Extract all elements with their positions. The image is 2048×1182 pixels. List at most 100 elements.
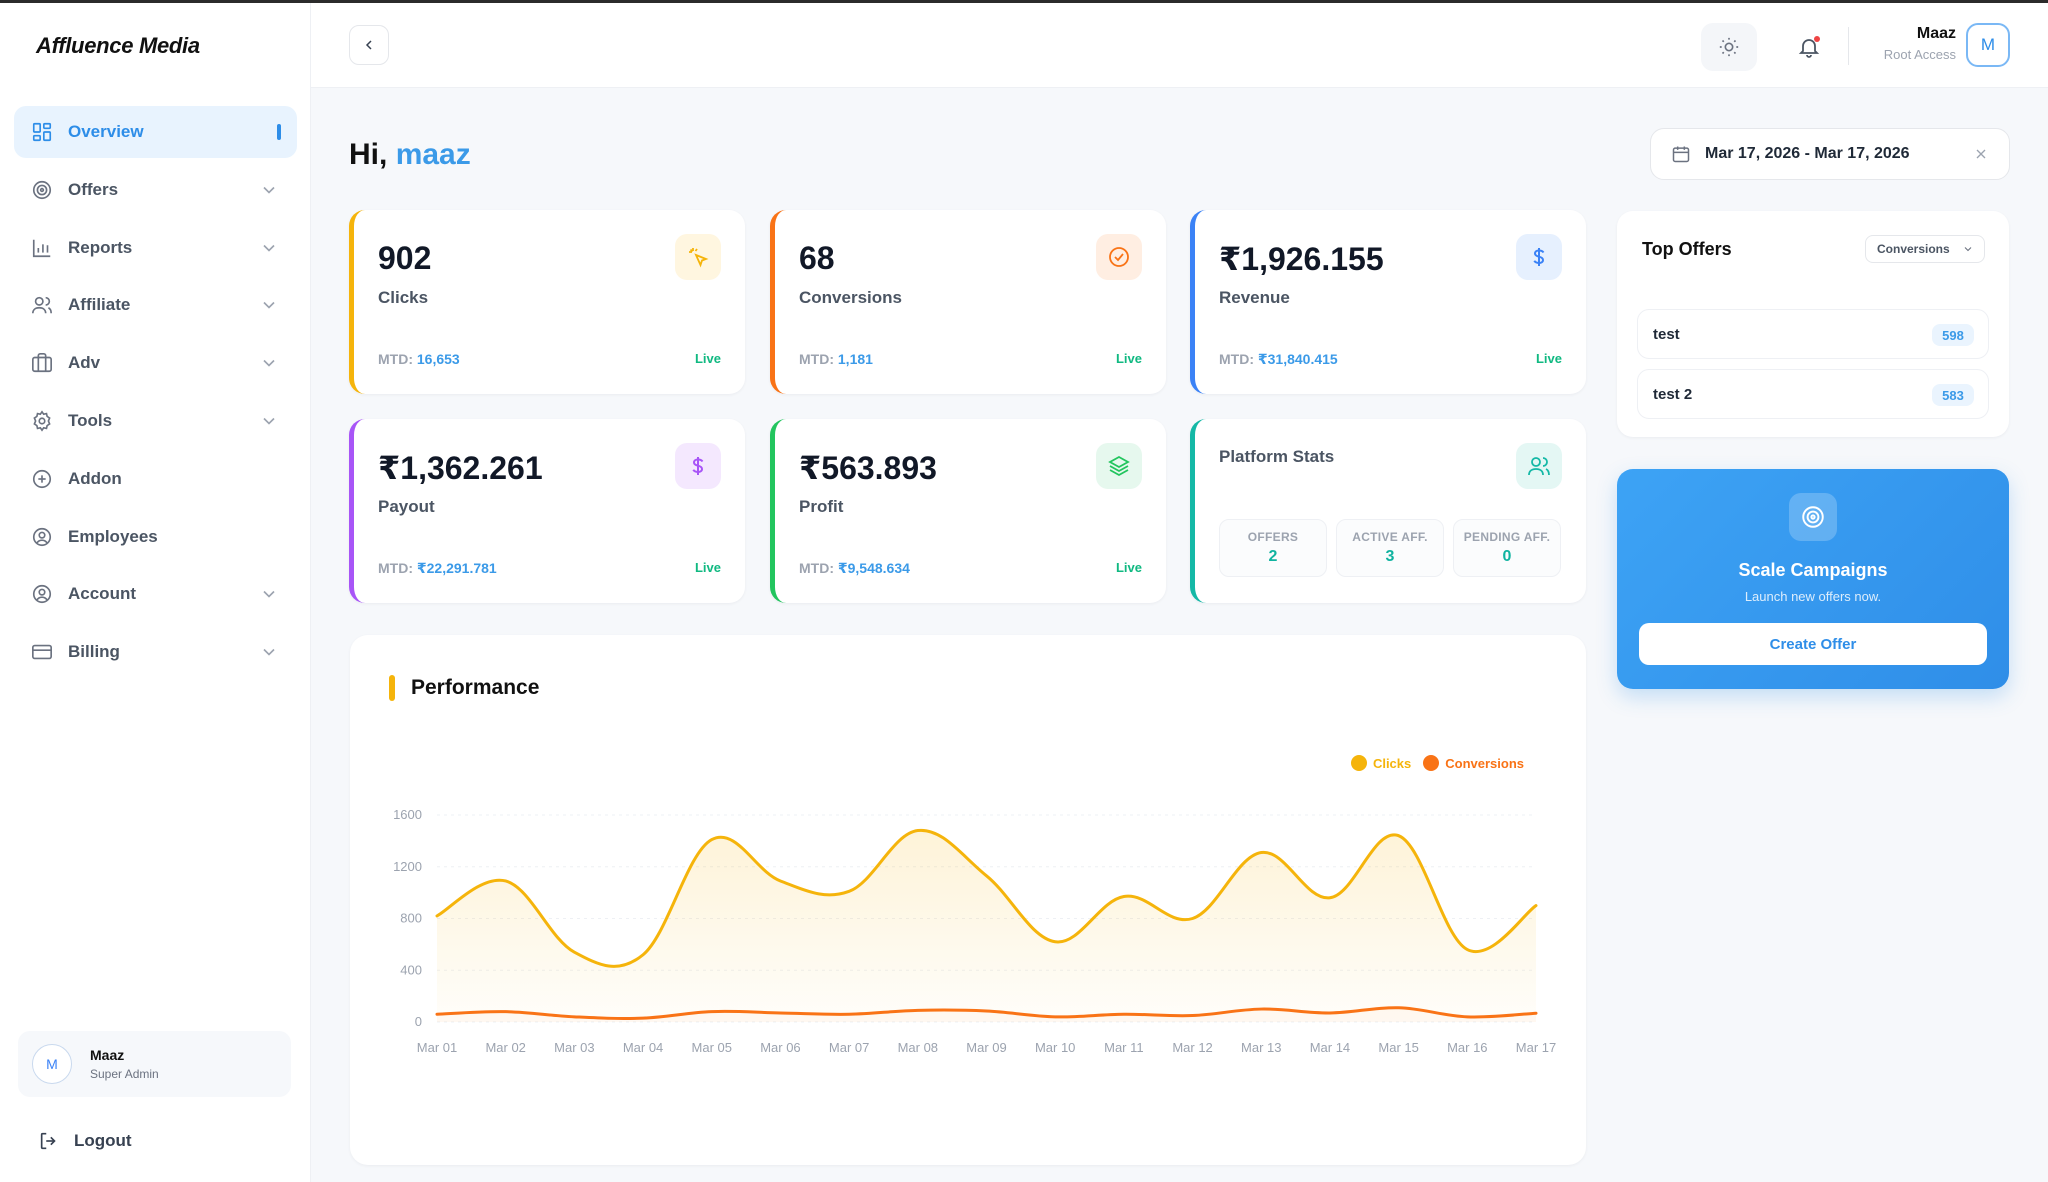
legend-clicks[interactable]: Clicks [1350, 755, 1411, 771]
offer-row[interactable]: test 2 583 [1637, 369, 1989, 419]
dollar-icon [1516, 234, 1562, 280]
stat-pending-affiliates: PENDING AFF. 0 [1453, 519, 1561, 577]
x-tick-label: Mar 14 [1310, 1040, 1350, 1055]
sidebar-nav: Overview Offers Reports Affiliate [14, 106, 297, 684]
chevron-down-icon [263, 417, 275, 425]
date-range-value: Mar 17, 2026 - Mar 17, 2026 [1705, 145, 1910, 162]
y-tick-label: 400 [400, 962, 422, 977]
chevron-down-icon [263, 360, 275, 367]
header-avatar[interactable]: M [1966, 23, 2010, 67]
payout-card[interactable]: ₹1,362.261 Payout MTD: ₹22,291.781 Live [349, 419, 745, 603]
header-user-info: Maaz Root Access [1884, 25, 1956, 62]
sidebar-item-overview[interactable]: Overview [14, 106, 297, 158]
clicks-series-line[interactable] [435, 829, 1538, 968]
payout-label: Payout [378, 497, 435, 516]
x-tick-label: Mar 09 [966, 1040, 1006, 1055]
conversions-label: Conversions [799, 288, 902, 307]
live-status: Live [694, 351, 721, 366]
offer-count-badge: 598 [1932, 324, 1974, 346]
sidebar-item-adv[interactable]: Adv [14, 337, 297, 389]
sidebar-item-label: Overview [68, 122, 144, 141]
sidebar-item-label: Addon [68, 468, 122, 488]
sidebar-item-tools[interactable]: Tools [14, 395, 297, 447]
sidebar-item-label: Offers [68, 179, 119, 199]
chevron-left-icon [365, 40, 372, 50]
header-user-name: Maaz [1916, 25, 1956, 42]
date-range-picker[interactable]: Mar 17, 2026 - Mar 17, 2026 [1650, 128, 2010, 180]
x-tick-label: Mar 15 [1378, 1040, 1418, 1055]
profit-mtd: MTD: ₹9,548.634 [799, 560, 910, 576]
top-offers-sort-select[interactable]: Conversions [1865, 235, 1985, 263]
stat-offers: OFFERS 2 [1219, 519, 1327, 577]
scale-title: Scale Campaigns [1738, 560, 1888, 580]
sidebar-item-label: Affiliate [68, 295, 131, 315]
sidebar-item-label: Account [68, 584, 136, 604]
platform-stats-title: Platform Stats [1219, 447, 1335, 466]
sidebar-item-offers[interactable]: Offers [14, 164, 297, 216]
performance-title: Performance [411, 676, 540, 699]
sun-icon [1719, 37, 1739, 57]
logout-icon [40, 1132, 56, 1150]
chevron-down-icon [263, 302, 275, 310]
chevron-down-icon [1964, 247, 1972, 252]
y-tick-label: 1600 [393, 807, 422, 822]
performance-chart: 0 400 800 1200 1600 Mar 01 Mar 02 Mar 03 Mar 04 M… [393, 807, 1556, 1055]
sidebar-item-employees[interactable]: Employees [14, 511, 297, 563]
x-tick-label: Mar 12 [1172, 1040, 1212, 1055]
conversions-series-line[interactable] [435, 1006, 1538, 1020]
profit-card[interactable]: ₹563.893 Profit MTD: ₹9,548.634 Live [770, 419, 1166, 603]
performance-panel: Performance Clicks Conversions 0 400 800 12… [350, 635, 1586, 1165]
x-tick-label: Mar 01 [417, 1040, 457, 1055]
top-offers-title: Top Offers [1642, 239, 1732, 259]
x-tick-label: Mar 02 [485, 1040, 525, 1055]
offer-row[interactable]: test 598 [1637, 309, 1989, 359]
payout-mtd: MTD: ₹22,291.781 [378, 560, 497, 576]
sidebar-item-affiliate[interactable]: Affiliate [14, 279, 297, 331]
sidebar-item-label: Employees [68, 526, 158, 546]
gear-icon [30, 409, 54, 433]
sidebar-item-reports[interactable]: Reports [14, 222, 297, 274]
credit-card-icon [30, 640, 54, 664]
revenue-mtd: MTD: ₹31,840.415 [1219, 351, 1338, 367]
sidebar-item-label: Adv [68, 353, 101, 373]
profit-value: ₹563.893 [799, 450, 937, 486]
create-offer-button[interactable]: Create Offer [1639, 623, 1987, 665]
sidebar-user-card[interactable]: M Maaz Super Admin [18, 1031, 291, 1097]
y-tick-label: 800 [400, 911, 422, 926]
logout-button[interactable]: Logout [38, 1130, 132, 1152]
plus-circle-icon [30, 467, 54, 491]
conversions-card[interactable]: 68 Conversions MTD: 1,181 Live [770, 210, 1166, 394]
legend-conversions[interactable]: Conversions [1423, 755, 1524, 771]
sidebar-item-addon[interactable]: Addon [14, 453, 297, 505]
header-user-role: Root Access [1883, 47, 1956, 62]
notifications-button[interactable] [1781, 23, 1837, 71]
sidebar-item-billing[interactable]: Billing [14, 626, 297, 678]
revenue-card[interactable]: ₹1,926.155 Revenue MTD: ₹31,840.415 Live [1190, 210, 1586, 394]
chevron-down-icon [263, 649, 275, 656]
notification-dot [1814, 36, 1820, 42]
sidebar-item-account[interactable]: Account [14, 568, 297, 620]
close-icon[interactable] [1973, 146, 1989, 162]
x-tick-label: Mar 03 [554, 1040, 594, 1055]
theme-toggle-button[interactable] [1701, 23, 1757, 71]
user-role: Super Admin [90, 1067, 159, 1081]
sidebar-item-label: Tools [68, 410, 113, 430]
avatar: M [32, 1044, 72, 1084]
top-header: Maaz Root Access M [311, 3, 2048, 88]
chevron-down-icon [263, 591, 275, 599]
page-greeting: Hi, maaz [349, 138, 471, 172]
chart-legend: Clicks Conversions [1339, 755, 1524, 771]
conversions-mtd: MTD: 1,181 [799, 351, 873, 367]
check-circle-icon [1096, 234, 1142, 280]
clicks-card[interactable]: 902 Clicks MTD: 16,653 Live [349, 210, 745, 394]
scale-campaigns-panel: Scale Campaigns Launch new offers now. C… [1617, 469, 2009, 689]
logout-label: Logout [74, 1131, 132, 1150]
payout-value: ₹1,362.261 [378, 450, 543, 486]
scale-subtitle: Launch new offers now. [1744, 589, 1882, 604]
app-logo[interactable]: Affluence Media [36, 33, 200, 58]
collapse-sidebar-button[interactable] [349, 25, 389, 65]
target-icon [30, 178, 54, 202]
x-tick-label: Mar 04 [623, 1040, 663, 1055]
top-offers-panel: Top Offers Conversions test 598 test 2 5… [1617, 211, 2009, 437]
x-tick-label: Mar 17 [1516, 1040, 1556, 1055]
